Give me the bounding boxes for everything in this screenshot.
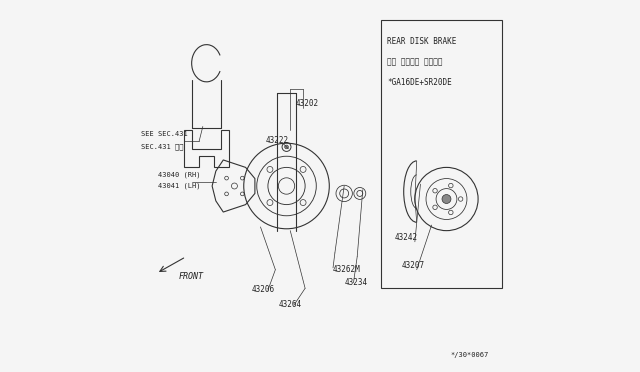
- Text: SEE SEC.431: SEE SEC.431: [141, 131, 188, 137]
- Text: 43222: 43222: [266, 136, 289, 145]
- Text: 43207: 43207: [402, 261, 425, 270]
- Text: 43206: 43206: [251, 285, 275, 294]
- Text: REAR DISK BRAKE: REAR DISK BRAKE: [387, 37, 456, 46]
- Text: 43041 (LH): 43041 (LH): [158, 183, 201, 189]
- Text: 43264: 43264: [279, 300, 302, 309]
- Circle shape: [285, 145, 289, 149]
- Text: 43234: 43234: [344, 278, 367, 286]
- Text: */30*0067: */30*0067: [450, 352, 488, 358]
- Text: 43262M: 43262M: [333, 264, 361, 273]
- Text: リヤ ディスク ブレーキ: リヤ ディスク ブレーキ: [387, 58, 442, 67]
- Text: *GA16DE+SR20DE: *GA16DE+SR20DE: [387, 78, 452, 87]
- Text: 43040 (RH): 43040 (RH): [158, 172, 201, 178]
- Text: 43242: 43242: [394, 233, 417, 242]
- Circle shape: [442, 195, 451, 203]
- Text: SEC.431 参照: SEC.431 参照: [141, 144, 184, 150]
- Text: 43202: 43202: [296, 99, 319, 108]
- Text: FRONT: FRONT: [179, 272, 204, 281]
